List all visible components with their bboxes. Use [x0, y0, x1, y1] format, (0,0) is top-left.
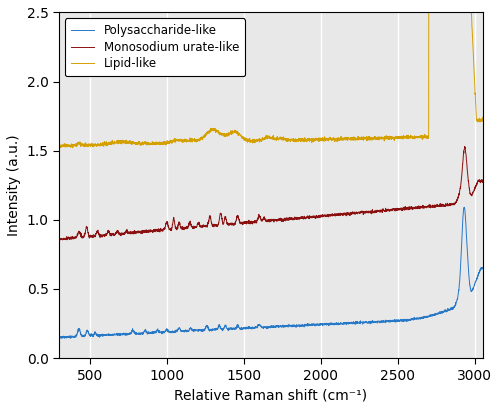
- Polysaccharide-like: [418, 315, 424, 320]
- Polysaccharide-like: [476, 268, 482, 273]
- X-axis label: Relative Raman shift (cm⁻¹): Relative Raman shift (cm⁻¹): [174, 388, 368, 402]
- Lipid-like: [121, 139, 127, 144]
- Line: Monosodium urate-like: Monosodium urate-like: [59, 146, 482, 240]
- Lipid-like: [476, 118, 482, 123]
- Lipid-like: [57, 146, 63, 151]
- Monosodium urate-like: [476, 178, 482, 182]
- Polysaccharide-like: [56, 335, 62, 339]
- Lipid-like: [147, 141, 153, 146]
- Y-axis label: Intensity (a.u.): Intensity (a.u.): [7, 135, 21, 236]
- Polysaccharide-like: [277, 324, 283, 329]
- Line: Polysaccharide-like: Polysaccharide-like: [59, 207, 482, 338]
- Lipid-like: [388, 136, 394, 141]
- Monosodium urate-like: [277, 217, 283, 222]
- Monosodium urate-like: [56, 236, 62, 240]
- Lipid-like: [277, 135, 283, 140]
- Monosodium urate-like: [462, 144, 468, 149]
- Monosodium urate-like: [388, 208, 394, 213]
- Monosodium urate-like: [121, 231, 127, 236]
- Monosodium urate-like: [147, 229, 153, 234]
- Polysaccharide-like: [480, 265, 486, 270]
- Line: Lipid-like: Lipid-like: [59, 0, 482, 148]
- Lipid-like: [56, 143, 62, 148]
- Monosodium urate-like: [418, 205, 424, 210]
- Lipid-like: [480, 117, 486, 122]
- Lipid-like: [418, 133, 424, 138]
- Polysaccharide-like: [462, 205, 468, 210]
- Legend: Polysaccharide-like, Monosodium urate-like, Lipid-like: Polysaccharide-like, Monosodium urate-li…: [65, 18, 245, 76]
- Polysaccharide-like: [58, 336, 64, 341]
- Polysaccharide-like: [121, 331, 127, 336]
- Monosodium urate-like: [480, 178, 486, 182]
- Polysaccharide-like: [388, 318, 394, 323]
- Monosodium urate-like: [60, 238, 66, 243]
- Polysaccharide-like: [147, 330, 153, 335]
